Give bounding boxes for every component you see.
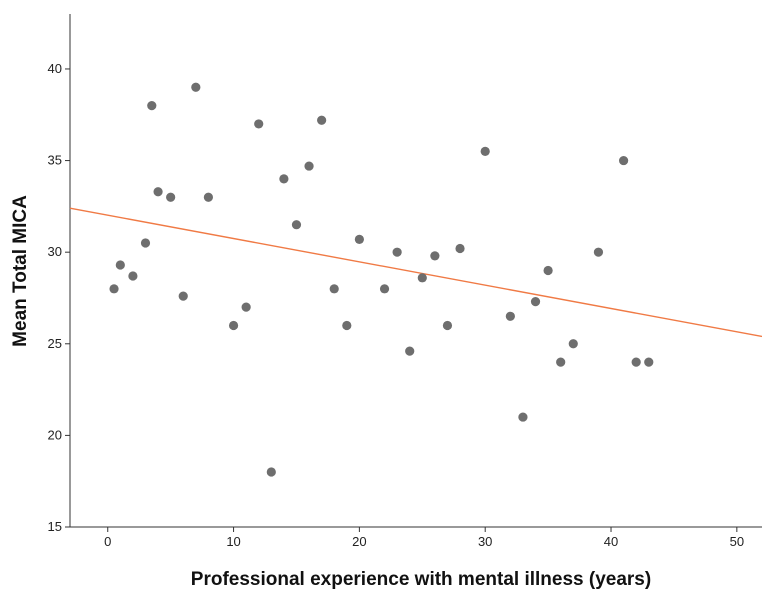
- data-point: [619, 155, 629, 166]
- data-point: [140, 238, 151, 248]
- data-point: [266, 467, 276, 477]
- data-point: [329, 284, 339, 294]
- data-point: [317, 115, 327, 125]
- data-point: [354, 234, 364, 244]
- data-point: [543, 265, 553, 276]
- x-tick-label: 40: [604, 534, 618, 549]
- data-point: [392, 247, 402, 257]
- data-point: [505, 311, 515, 321]
- data-point: [430, 251, 440, 261]
- data-point: [518, 412, 528, 422]
- data-point: [166, 192, 176, 202]
- x-tick-label: 0: [104, 534, 111, 549]
- x-axis-title: Professional experience with mental illn…: [191, 569, 651, 590]
- data-point: [304, 161, 314, 171]
- data-point: [191, 82, 201, 92]
- data-point: [593, 247, 604, 257]
- data-point: [480, 146, 490, 157]
- fit-line: [69, 207, 762, 338]
- data-point: [178, 291, 188, 301]
- data-point: [417, 273, 427, 283]
- data-point: [556, 357, 566, 367]
- data-point: [644, 357, 654, 367]
- data-point: [405, 346, 415, 356]
- data-point: [115, 260, 125, 270]
- plot-area: 15 20 25 30 35 40 0 10 20 30 40 50: [48, 14, 762, 549]
- x-tick-label: 10: [226, 534, 240, 549]
- data-point: [530, 297, 541, 307]
- data-point: [291, 220, 302, 230]
- x-tick-label: 20: [352, 534, 366, 549]
- data-point: [631, 357, 641, 367]
- data-point: [147, 101, 157, 111]
- data-point: [203, 192, 213, 202]
- data-point: [153, 187, 163, 197]
- data-point: [109, 284, 119, 294]
- data-point: [228, 320, 239, 331]
- y-tick-label: 30: [48, 244, 62, 259]
- y-tick-label: 15: [48, 519, 62, 534]
- x-tick-label: 50: [730, 534, 744, 549]
- y-tick-label: 20: [48, 427, 62, 442]
- data-point: [455, 243, 465, 254]
- data-point: [442, 320, 453, 331]
- x-tick-label: 30: [478, 534, 492, 549]
- data-point: [128, 271, 138, 281]
- data-point: [379, 284, 390, 294]
- data-point: [254, 119, 264, 129]
- data-point: [279, 174, 289, 184]
- y-tick-label: 25: [48, 336, 62, 351]
- data-point: [342, 320, 352, 331]
- data-point: [568, 339, 578, 349]
- y-tick-label: 35: [48, 153, 62, 168]
- data-point: [241, 302, 251, 312]
- y-tick-label: 40: [48, 61, 62, 76]
- y-axis-title: Mean Total MICA: [10, 195, 31, 347]
